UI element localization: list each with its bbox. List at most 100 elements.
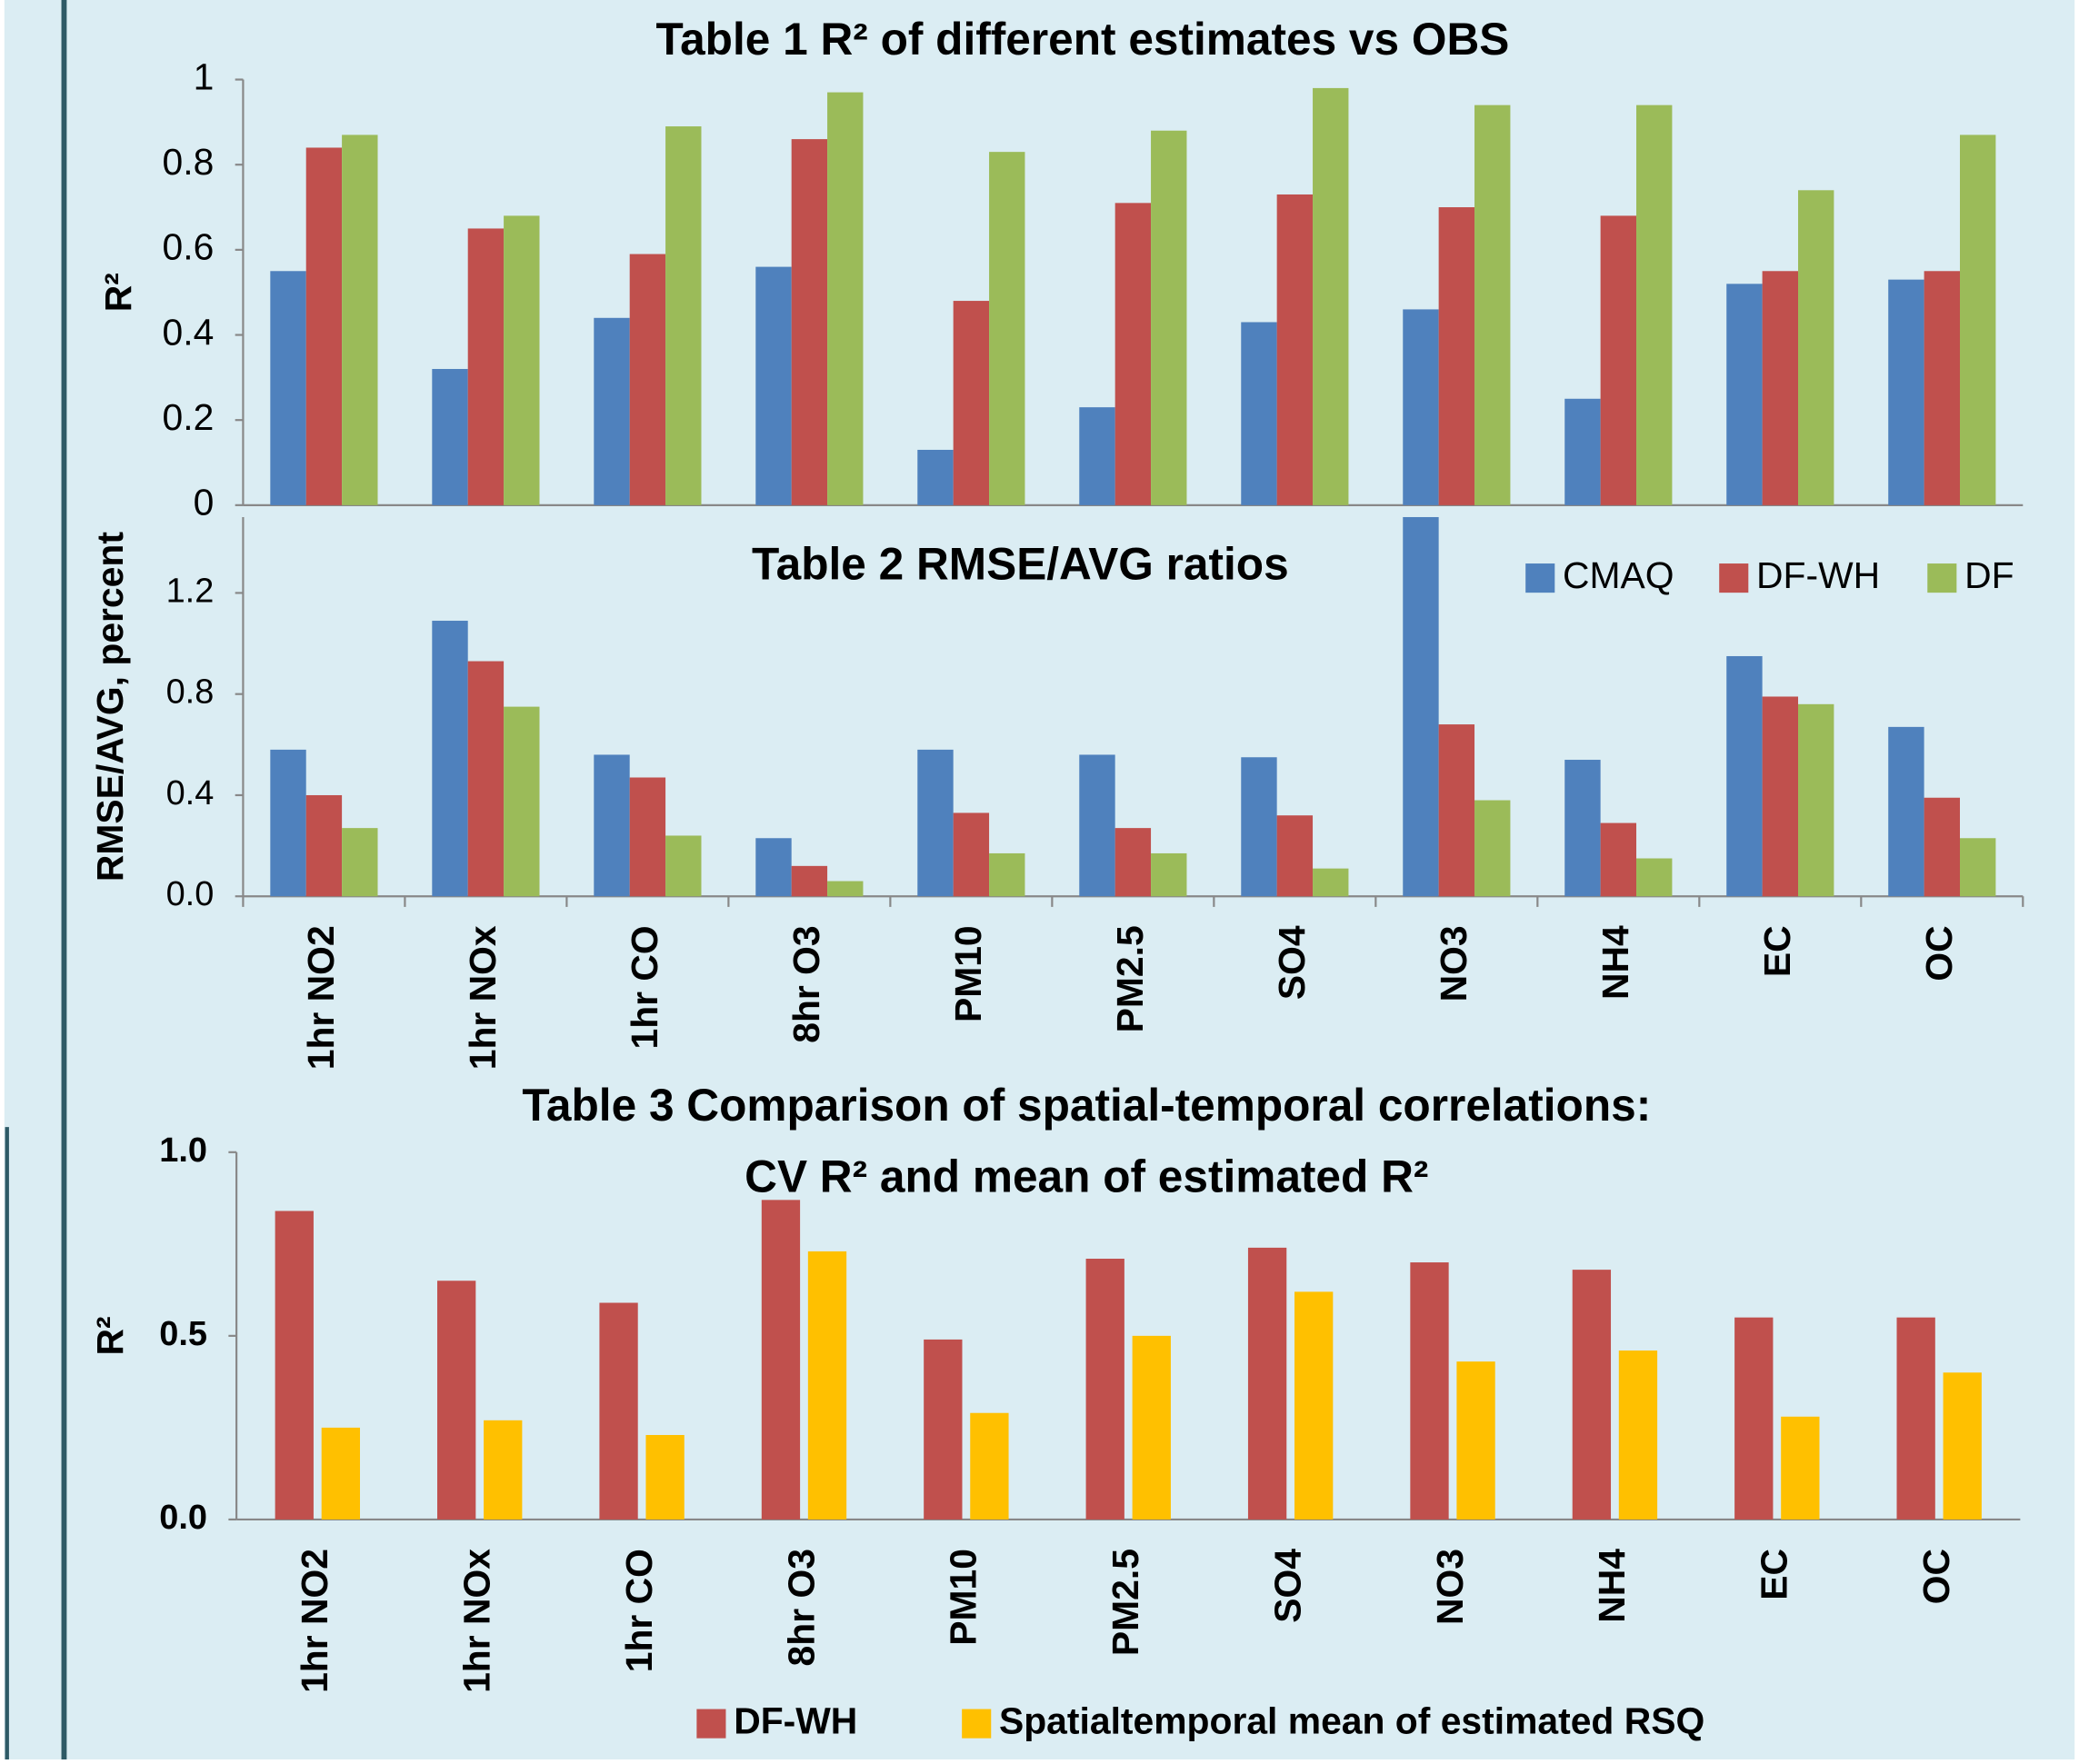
bar — [1888, 726, 1924, 897]
y-tick-label: 0.8 — [163, 141, 215, 183]
x-tick-label: NO3 — [1429, 1549, 1471, 1625]
bar — [1403, 309, 1439, 505]
bar — [1798, 703, 1834, 897]
chart-title: Table 3 Comparison of spatial-temporal c… — [522, 1080, 1651, 1131]
bar — [1600, 215, 1637, 505]
bar — [1896, 1317, 1935, 1520]
bar — [1276, 194, 1314, 505]
x-tick-label: NO3 — [1433, 925, 1474, 1002]
bar — [917, 449, 954, 505]
bar — [953, 812, 990, 897]
bar — [1474, 105, 1511, 505]
x-tick-label: 1hr NO2 — [294, 1549, 335, 1693]
bar — [1410, 1262, 1449, 1520]
bar — [755, 838, 792, 897]
bar — [1734, 1317, 1774, 1520]
bar — [594, 317, 630, 505]
legend-label: DF-WH — [734, 1699, 857, 1741]
x-tick-label: 8hr O3 — [785, 925, 827, 1042]
y-tick-label: 0.8 — [166, 673, 215, 712]
bar — [594, 754, 630, 897]
bar — [1924, 797, 1960, 897]
bar — [755, 266, 792, 505]
bar — [827, 92, 864, 505]
bar — [1276, 815, 1314, 897]
bar — [807, 1251, 847, 1520]
y-tick-label: 0 — [194, 482, 215, 523]
bar — [1247, 1247, 1287, 1520]
bar — [1151, 852, 1187, 897]
bar — [1798, 190, 1834, 505]
x-tick-label: 1hr CO — [618, 1549, 660, 1672]
bar — [1618, 1350, 1658, 1520]
x-tick-label: OC — [1915, 1549, 1957, 1604]
bar — [342, 828, 378, 897]
legend-label: Spatialtemporal mean of estimated RSQ — [999, 1699, 1704, 1741]
x-tick-label: OC — [1918, 925, 1960, 981]
bar — [1474, 800, 1511, 897]
x-tick-label: 8hr O3 — [780, 1549, 822, 1666]
bar — [953, 301, 990, 505]
y-axis-label: RMSE/AVG, percent — [89, 532, 131, 882]
y-tick-label: 0.4 — [166, 774, 215, 812]
y-tick-label: 0.0 — [166, 875, 215, 913]
bar — [1241, 757, 1277, 897]
bar — [1564, 760, 1601, 897]
y-tick-label: 0.2 — [163, 396, 215, 438]
bar — [1636, 105, 1673, 505]
bar — [1114, 203, 1152, 505]
x-tick-label: PM2.5 — [1104, 1549, 1146, 1656]
bar — [270, 749, 306, 897]
bar — [970, 1412, 1009, 1520]
legend-swatch — [962, 1709, 992, 1739]
bar — [791, 865, 828, 897]
bar — [1438, 724, 1475, 897]
bar — [1085, 1259, 1124, 1520]
x-tick-label: NH4 — [1591, 1549, 1633, 1623]
bar — [270, 271, 306, 505]
bar — [1313, 87, 1349, 505]
y-axis-label: R² — [89, 1316, 131, 1355]
x-tick-label: EC — [1756, 925, 1798, 977]
bar — [629, 777, 666, 897]
bar — [645, 1434, 685, 1520]
y-tick-label: 0.0 — [159, 1499, 207, 1537]
bar — [342, 135, 378, 505]
bar — [1636, 858, 1673, 897]
chart-title: Table 2 RMSE/AVG ratios — [752, 539, 1289, 590]
bar — [1313, 868, 1349, 897]
bar — [321, 1427, 360, 1520]
bar — [1438, 207, 1475, 505]
bar — [504, 706, 540, 897]
bar — [504, 215, 540, 505]
legend-swatch — [696, 1709, 726, 1739]
bar — [665, 835, 702, 897]
y-tick-label: 1 — [194, 55, 215, 97]
bar — [1726, 655, 1763, 897]
legend-swatch — [1927, 563, 1957, 593]
bar — [989, 152, 1025, 505]
bar — [1959, 838, 1996, 897]
x-tick-label: 1hr NOx — [462, 925, 504, 1070]
bar — [1114, 828, 1152, 897]
y-tick-label: 0.5 — [159, 1315, 207, 1353]
bar — [1294, 1291, 1334, 1520]
bar — [484, 1420, 523, 1520]
bar — [437, 1281, 476, 1520]
bar — [432, 368, 468, 505]
bar — [1572, 1270, 1612, 1520]
bar — [432, 621, 468, 897]
legend-swatch — [1525, 563, 1555, 593]
chart-title: Table 1 R² of different estimates vs OBS — [655, 14, 1509, 65]
bar — [917, 749, 954, 897]
bar — [1924, 271, 1960, 505]
bar — [467, 228, 505, 505]
legend-label: DF-WH — [1756, 554, 1880, 596]
bar — [599, 1302, 638, 1520]
bar — [1959, 135, 1996, 505]
bar — [665, 126, 702, 505]
bar — [275, 1211, 314, 1520]
x-tick-label: PM2.5 — [1109, 925, 1151, 1032]
